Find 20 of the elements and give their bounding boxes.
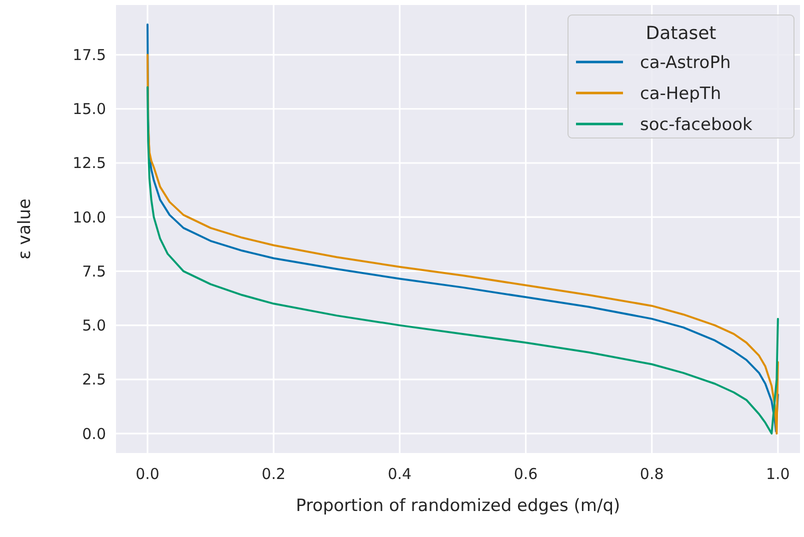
x-tick-label: 0.0 xyxy=(136,465,160,483)
y-tick-label: 7.5 xyxy=(82,262,106,280)
y-tick-label: 17.5 xyxy=(72,46,106,64)
x-tick-label: 0.4 xyxy=(388,465,412,483)
y-tick-label: 2.5 xyxy=(82,370,106,389)
y-tick-label: 15.0 xyxy=(72,100,106,118)
y-tick-label: 12.5 xyxy=(72,154,106,172)
legend-label: ca-AstroPh xyxy=(640,52,731,73)
y-tick-label: 5.0 xyxy=(82,316,106,335)
x-tick-label: 1.0 xyxy=(766,465,790,483)
legend-label: soc-facebook xyxy=(640,114,753,135)
y-tick-label: 0.0 xyxy=(82,424,106,443)
legend-label: ca-HepTh xyxy=(640,84,722,104)
x-axis-title: Proportion of randomized edges (m/q) xyxy=(296,496,620,516)
legend-title: Dataset xyxy=(646,23,716,44)
x-tick-label: 0.2 xyxy=(262,465,286,483)
x-tick-label: 0.6 xyxy=(514,465,538,483)
x-tick-label: 0.8 xyxy=(640,465,664,483)
y-tick-label: 10.0 xyxy=(72,208,106,226)
y-axis-title: ε value xyxy=(15,198,35,260)
